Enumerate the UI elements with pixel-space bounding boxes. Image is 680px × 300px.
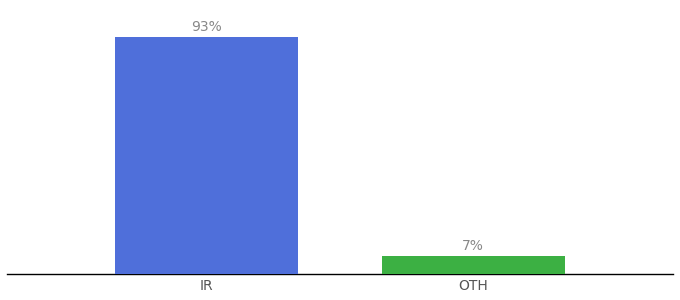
Text: 93%: 93% xyxy=(191,20,222,34)
Text: 7%: 7% xyxy=(462,238,484,253)
Bar xyxy=(381,256,565,274)
Bar xyxy=(115,38,299,274)
